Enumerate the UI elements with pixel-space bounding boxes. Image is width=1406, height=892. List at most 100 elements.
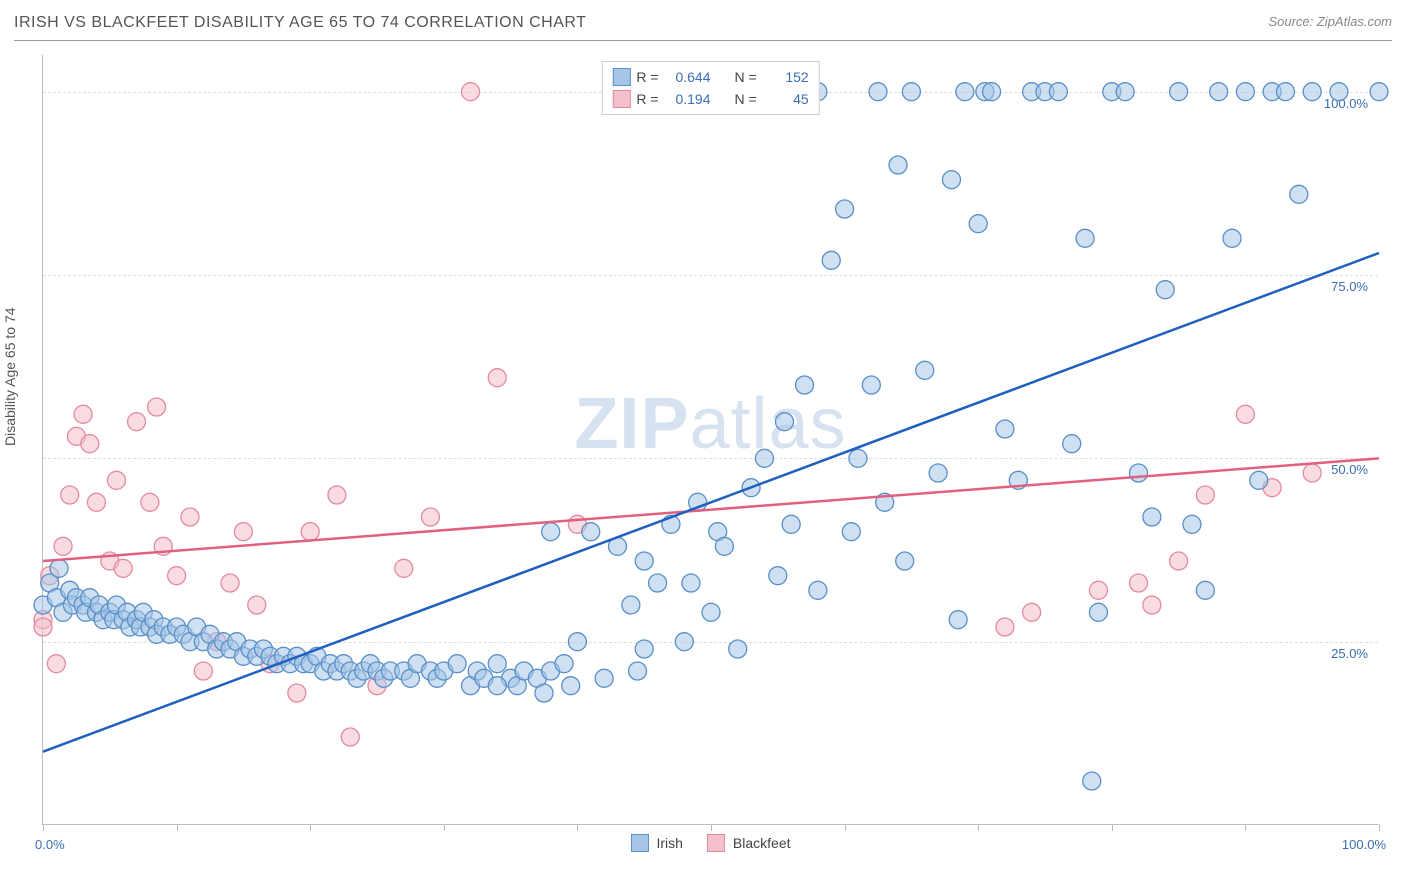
point-irish xyxy=(682,574,700,592)
x-tick xyxy=(577,824,578,831)
point-irish xyxy=(1276,83,1294,101)
point-irish xyxy=(796,376,814,394)
x-tick xyxy=(177,824,178,831)
point-irish xyxy=(1170,83,1188,101)
point-irish xyxy=(448,655,466,673)
point-blackfeet xyxy=(128,413,146,431)
legend-series-label: Blackfeet xyxy=(733,835,791,851)
point-irish xyxy=(896,552,914,570)
legend-swatch-blackfeet xyxy=(707,834,725,852)
point-irish xyxy=(782,515,800,533)
point-blackfeet xyxy=(234,523,252,541)
point-irish xyxy=(869,83,887,101)
x-tick xyxy=(310,824,311,831)
point-blackfeet xyxy=(328,486,346,504)
point-irish xyxy=(702,603,720,621)
point-irish xyxy=(822,251,840,269)
point-irish xyxy=(1130,464,1148,482)
point-irish xyxy=(1143,508,1161,526)
point-irish xyxy=(1089,603,1107,621)
point-irish xyxy=(956,83,974,101)
point-blackfeet xyxy=(1196,486,1214,504)
point-irish xyxy=(535,684,553,702)
point-blackfeet xyxy=(248,596,266,614)
stats-legend: R =0.644N =152R =0.194N =45 xyxy=(601,61,819,115)
point-irish xyxy=(488,655,506,673)
x-tick xyxy=(711,824,712,831)
point-irish xyxy=(949,611,967,629)
point-irish xyxy=(1076,229,1094,247)
legend-r-label: R = xyxy=(636,88,658,110)
legend-r-value: 0.644 xyxy=(665,66,711,88)
point-blackfeet xyxy=(61,486,79,504)
point-blackfeet xyxy=(421,508,439,526)
trendline-irish xyxy=(43,253,1379,752)
point-irish xyxy=(542,523,560,541)
legend-n-label: N = xyxy=(735,88,757,110)
legend-n-label: N = xyxy=(735,66,757,88)
point-irish xyxy=(555,655,573,673)
point-blackfeet xyxy=(1089,581,1107,599)
point-blackfeet xyxy=(107,471,125,489)
point-blackfeet xyxy=(54,537,72,555)
point-blackfeet xyxy=(395,559,413,577)
point-blackfeet xyxy=(1236,405,1254,423)
point-irish xyxy=(562,677,580,695)
point-irish xyxy=(1290,185,1308,203)
point-irish xyxy=(582,523,600,541)
y-axis-title: Disability Age 65 to 74 xyxy=(2,307,18,446)
x-axis-max-label: 100.0% xyxy=(1342,837,1386,852)
point-irish xyxy=(649,574,667,592)
point-irish xyxy=(1303,83,1321,101)
point-blackfeet xyxy=(488,369,506,387)
point-irish xyxy=(635,552,653,570)
point-irish xyxy=(629,662,647,680)
point-irish xyxy=(1063,435,1081,453)
point-irish xyxy=(1116,83,1134,101)
trendline-blackfeet xyxy=(43,458,1379,561)
point-blackfeet xyxy=(1170,552,1188,570)
point-blackfeet xyxy=(141,493,159,511)
point-irish xyxy=(862,376,880,394)
point-blackfeet xyxy=(288,684,306,702)
point-irish xyxy=(1083,772,1101,790)
point-irish xyxy=(969,215,987,233)
point-irish xyxy=(769,567,787,585)
point-blackfeet xyxy=(341,728,359,746)
point-blackfeet xyxy=(114,559,132,577)
x-tick xyxy=(845,824,846,831)
point-blackfeet xyxy=(168,567,186,585)
point-irish xyxy=(1330,83,1348,101)
point-blackfeet xyxy=(194,662,212,680)
point-blackfeet xyxy=(996,618,1014,636)
legend-r-value: 0.194 xyxy=(665,88,711,110)
point-irish xyxy=(755,449,773,467)
point-irish xyxy=(635,640,653,658)
title-divider xyxy=(14,40,1392,41)
source-attribution: Source: ZipAtlas.com xyxy=(1268,14,1392,29)
point-irish xyxy=(488,677,506,695)
point-irish xyxy=(622,596,640,614)
x-tick xyxy=(43,824,44,831)
point-blackfeet xyxy=(1130,574,1148,592)
point-irish xyxy=(1049,83,1067,101)
point-irish xyxy=(916,361,934,379)
point-irish xyxy=(775,413,793,431)
point-irish xyxy=(1156,281,1174,299)
point-irish xyxy=(1370,83,1388,101)
plot-svg xyxy=(43,55,1378,824)
point-blackfeet xyxy=(1023,603,1041,621)
point-irish xyxy=(1210,83,1228,101)
point-irish xyxy=(595,669,613,687)
point-irish xyxy=(50,559,68,577)
point-blackfeet xyxy=(47,655,65,673)
x-tick xyxy=(1112,824,1113,831)
x-tick xyxy=(444,824,445,831)
point-irish xyxy=(942,171,960,189)
point-irish xyxy=(1223,229,1241,247)
point-blackfeet xyxy=(74,405,92,423)
x-axis-min-label: 0.0% xyxy=(35,837,65,852)
point-irish xyxy=(983,83,1001,101)
point-irish xyxy=(568,633,586,651)
series-legend: IrishBlackfeet xyxy=(630,834,790,852)
